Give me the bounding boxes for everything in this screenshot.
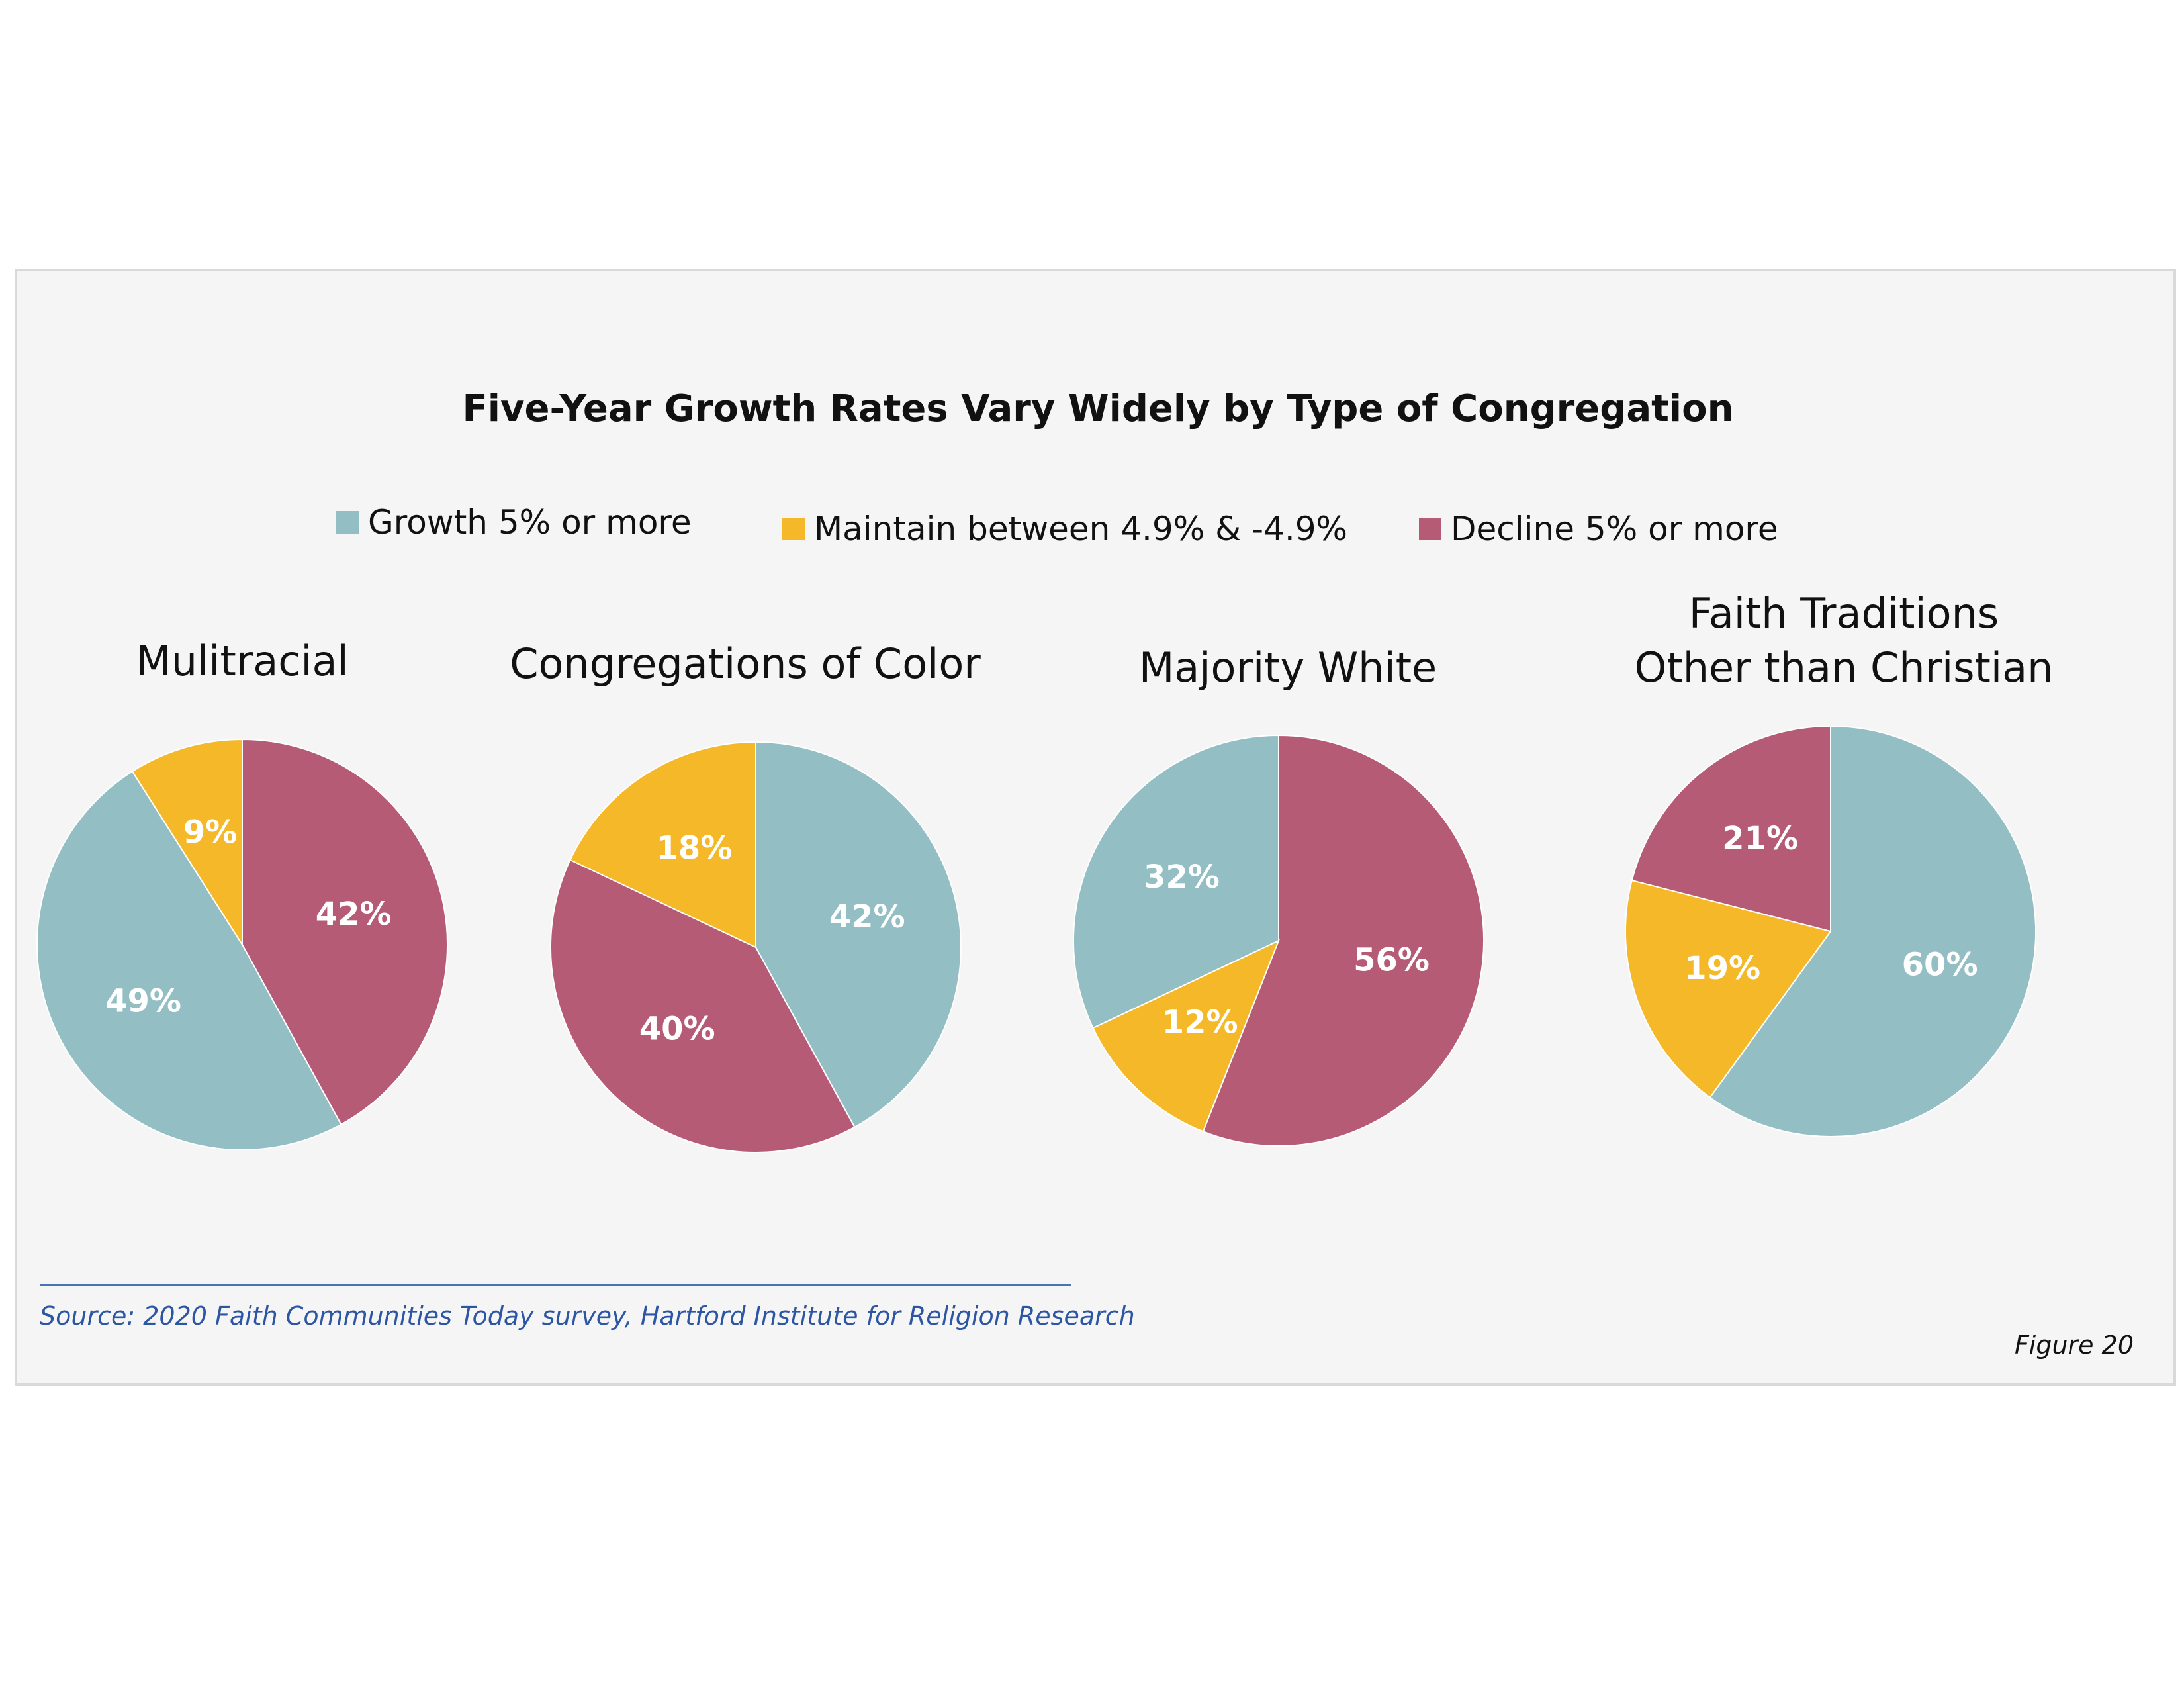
source-divider bbox=[40, 1284, 1071, 1286]
legend-swatch-maintain bbox=[782, 518, 805, 540]
legend-label-maintain: Maintain between 4.9% & -4.9% bbox=[814, 510, 1348, 548]
legend-swatch-growth bbox=[336, 511, 359, 534]
pie-label-congregations-of-color-growth: 42% bbox=[829, 898, 905, 935]
pies-canvas: 42% 49% 9% 42% 40% 18% 56% 12% 32% 60% 19% 21% bbox=[36, 725, 2036, 1153]
legend-label-growth: Growth 5% or more bbox=[368, 503, 692, 541]
pie-slice-majority-white-growth bbox=[1073, 734, 1279, 1029]
pie-label-other-traditions-maintain: 19% bbox=[1684, 950, 1760, 987]
pie-majority-white: 56% 12% 32% bbox=[1073, 734, 1484, 1147]
pie-label-congregations-of-color-maintain: 18% bbox=[657, 829, 733, 867]
legend-swatch-decline bbox=[1419, 518, 1441, 540]
figure-label: Figure 20 bbox=[2014, 1331, 2134, 1360]
pie-slice-multiracial-maintain bbox=[131, 738, 243, 947]
pie-slice-congregations-of-color-decline bbox=[550, 859, 856, 1153]
pie-multiracial: 42% 49% 9% bbox=[36, 738, 448, 1151]
legend-item-growth: Growth 5% or more bbox=[336, 503, 692, 541]
legend-item-maintain: Maintain between 4.9% & -4.9% bbox=[782, 510, 1347, 548]
pie-congregations-of-color: 42% 40% 18% bbox=[550, 741, 962, 1153]
pie-slice-multiracial-growth bbox=[36, 770, 342, 1151]
legend-label-decline: Decline 5% or more bbox=[1451, 510, 1778, 548]
source-note: Source: 2020 Faith Communities Today sur… bbox=[40, 1301, 1135, 1331]
legend-item-decline: Decline 5% or more bbox=[1419, 510, 1778, 548]
pie-slice-other-traditions-decline bbox=[1631, 725, 1831, 933]
pie-label-multiracial-growth: 49% bbox=[105, 982, 181, 1019]
pie-title-multiracial: Mulitracial bbox=[136, 637, 349, 685]
pie-title-congregations-of-color: Congregations of Color bbox=[510, 639, 981, 688]
pie-slice-other-traditions-maintain bbox=[1625, 879, 1832, 1099]
pie-label-multiracial-maintain: 9% bbox=[183, 814, 238, 851]
pie-title-other-traditions: Faith Traditions Other than Christian bbox=[1634, 589, 2054, 692]
pie-slice-congregations-of-color-maintain bbox=[569, 741, 756, 949]
pie-label-other-traditions-growth: 60% bbox=[1902, 947, 1978, 984]
pie-slice-majority-white-maintain bbox=[1092, 939, 1280, 1133]
pie-label-multiracial-decline: 42% bbox=[316, 896, 392, 933]
chart-title: Five-Year Growth Rates Vary Widely by Ty… bbox=[462, 387, 1734, 430]
pie-label-majority-white-growth: 32% bbox=[1144, 859, 1220, 896]
pie-title-majority-white: Majority White bbox=[1138, 643, 1437, 692]
pie-slice-multiracial-decline bbox=[242, 738, 448, 1126]
pie-label-congregations-of-color-decline: 40% bbox=[639, 1011, 715, 1048]
pie-label-other-traditions-decline: 21% bbox=[1722, 820, 1798, 857]
pie-slice-other-traditions-growth bbox=[1709, 725, 2036, 1137]
pie-other-traditions: 60% 19% 21% bbox=[1625, 725, 2036, 1137]
pie-label-majority-white-maintain: 12% bbox=[1162, 1004, 1238, 1041]
chart-panel: Five-Year Growth Rates Vary Widely by Ty… bbox=[15, 269, 2176, 1386]
pie-label-majority-white-decline: 56% bbox=[1353, 942, 1430, 979]
pie-slice-majority-white-decline bbox=[1202, 734, 1484, 1147]
pie-slice-congregations-of-color-growth bbox=[755, 741, 962, 1129]
